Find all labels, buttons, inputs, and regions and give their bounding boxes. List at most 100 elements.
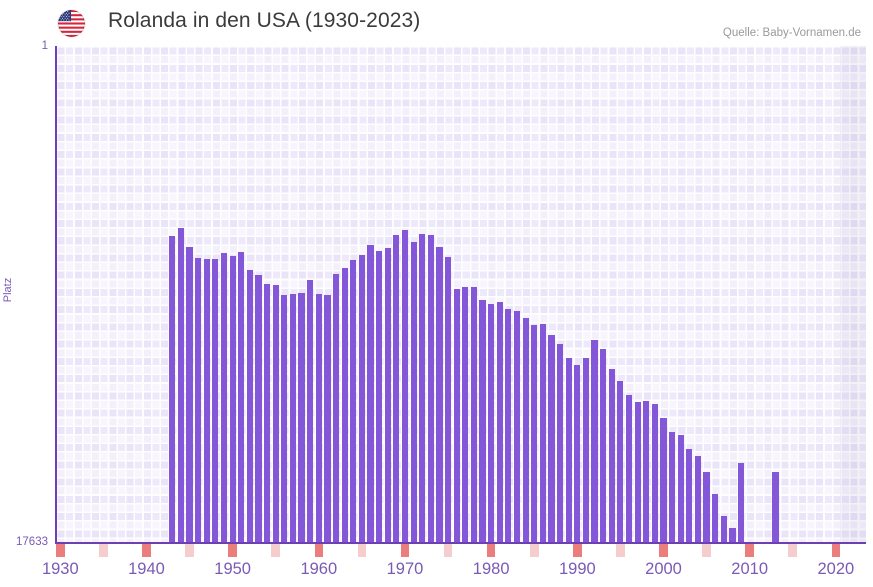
bar[interactable]: [634, 401, 641, 543]
x-axis-ticks: [0, 544, 873, 558]
bar[interactable]: [246, 269, 253, 543]
bar[interactable]: [479, 300, 486, 543]
bar[interactable]: [453, 289, 460, 543]
bar[interactable]: [436, 247, 443, 543]
bar[interactable]: [505, 308, 512, 543]
bar[interactable]: [367, 245, 374, 543]
x-axis-line: [55, 542, 866, 544]
bar-series: [56, 46, 866, 543]
bar[interactable]: [703, 472, 710, 543]
bar[interactable]: [298, 292, 305, 543]
bar[interactable]: [488, 304, 495, 543]
bar[interactable]: [324, 294, 331, 543]
x-axis-label: 1960: [300, 560, 338, 578]
bar[interactable]: [737, 463, 745, 543]
bar[interactable]: [350, 260, 357, 543]
bar[interactable]: [600, 349, 607, 543]
x-axis-tick: [443, 544, 453, 557]
bar[interactable]: [686, 448, 693, 543]
x-axis-label: 1980: [472, 560, 510, 578]
bar[interactable]: [264, 283, 271, 543]
x-axis-tick: [659, 544, 668, 557]
bar[interactable]: [341, 268, 348, 543]
bar[interactable]: [582, 358, 590, 543]
x-axis-label: 1950: [214, 560, 251, 578]
bar[interactable]: [522, 318, 529, 543]
bar[interactable]: [186, 247, 193, 543]
x-axis-tick: [745, 544, 754, 557]
x-axis-tick: [228, 544, 237, 557]
bar[interactable]: [496, 301, 503, 543]
x-axis-labels: 1930 1940 1950 1960 1970 1980 1990 2000 2010 2020: [0, 560, 873, 587]
bar[interactable]: [548, 335, 555, 543]
x-axis-label: 1930: [41, 560, 79, 578]
x-axis-tick: [357, 544, 367, 557]
bar[interactable]: [177, 228, 185, 543]
y-axis-tick-top: 1: [41, 40, 48, 52]
bar[interactable]: [513, 311, 521, 543]
y-axis-line: [55, 46, 57, 543]
x-axis-label: 1990: [558, 560, 596, 578]
bar[interactable]: [539, 324, 546, 543]
x-axis-tick: [142, 544, 151, 557]
bar[interactable]: [401, 229, 409, 543]
x-axis-tick: [831, 544, 841, 557]
bar[interactable]: [419, 234, 426, 543]
bar[interactable]: [384, 248, 391, 543]
bar[interactable]: [617, 381, 624, 543]
bar[interactable]: [643, 401, 650, 543]
x-axis-tick: [529, 544, 539, 557]
bar[interactable]: [289, 294, 297, 543]
bar[interactable]: [281, 294, 288, 543]
bar[interactable]: [212, 259, 219, 543]
bar[interactable]: [315, 294, 322, 543]
us-flag-icon: [58, 10, 85, 37]
bar[interactable]: [677, 434, 684, 543]
x-axis-tick: [788, 544, 798, 557]
x-axis-label: 2020: [817, 560, 855, 578]
x-axis-label: 1970: [386, 560, 424, 578]
bar[interactable]: [591, 340, 598, 543]
bar[interactable]: [229, 255, 236, 543]
bar[interactable]: [255, 275, 262, 543]
bar[interactable]: [272, 284, 279, 543]
bar[interactable]: [720, 516, 727, 543]
bar[interactable]: [462, 286, 469, 543]
bar[interactable]: [574, 365, 581, 543]
bar[interactable]: [625, 395, 633, 543]
bar[interactable]: [220, 252, 228, 543]
x-axis-tick: [185, 544, 194, 557]
bar[interactable]: [729, 527, 736, 543]
x-axis-tick: [99, 544, 108, 557]
bar[interactable]: [531, 324, 538, 543]
bar[interactable]: [358, 254, 365, 543]
bar[interactable]: [565, 358, 572, 543]
bar[interactable]: [410, 242, 417, 543]
source-attribution: Quelle: Baby-Vornamen.de: [722, 27, 861, 39]
bar[interactable]: [608, 368, 615, 543]
bar[interactable]: [169, 235, 176, 543]
bar[interactable]: [427, 235, 434, 543]
x-axis-label: 2010: [731, 560, 769, 578]
bar[interactable]: [694, 456, 702, 543]
chart-header: Rolanda in den USA (1930-2023) Quelle: B…: [0, 0, 873, 45]
bar[interactable]: [669, 432, 676, 543]
bar[interactable]: [470, 286, 477, 543]
bar[interactable]: [393, 235, 400, 543]
bar[interactable]: [556, 344, 564, 543]
x-axis-tick: [573, 544, 582, 557]
bar[interactable]: [376, 251, 383, 543]
bar[interactable]: [238, 252, 245, 543]
bar[interactable]: [203, 258, 210, 543]
bar[interactable]: [332, 274, 340, 543]
x-axis-tick: [486, 544, 496, 557]
bar[interactable]: [195, 257, 202, 543]
bar[interactable]: [660, 417, 667, 543]
x-axis-tick: [616, 544, 625, 557]
bar[interactable]: [772, 472, 779, 543]
bar[interactable]: [307, 280, 314, 543]
bar[interactable]: [651, 403, 658, 543]
bar[interactable]: [712, 494, 719, 543]
bar[interactable]: [444, 257, 452, 543]
